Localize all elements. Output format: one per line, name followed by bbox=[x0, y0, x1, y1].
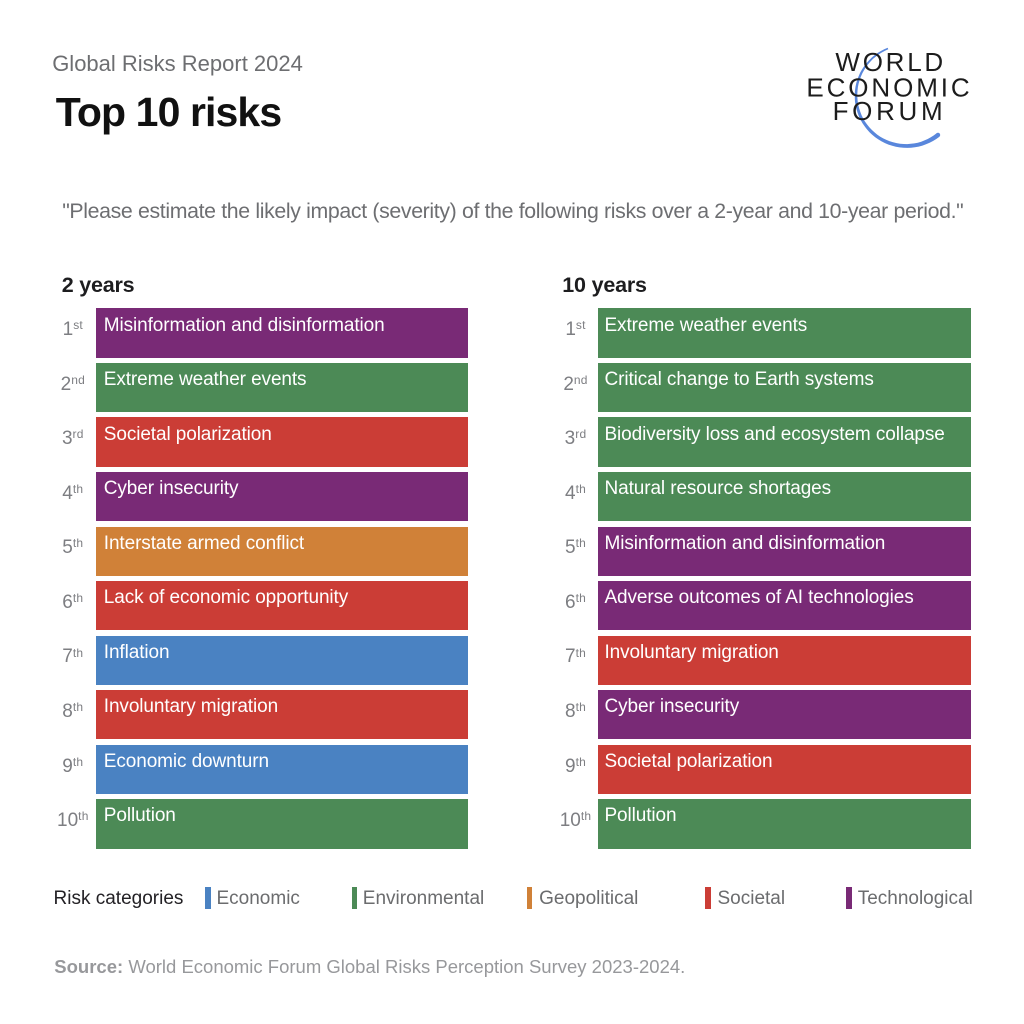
svg-text:WORLD: WORLD bbox=[835, 47, 946, 77]
svg-text:FORUM: FORUM bbox=[833, 96, 947, 126]
svg-text:ECONOMIC: ECONOMIC bbox=[806, 72, 972, 102]
